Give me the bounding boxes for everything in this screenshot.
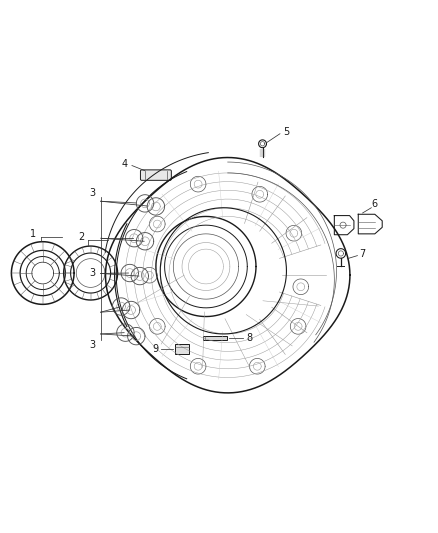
Text: 8: 8 — [247, 333, 253, 343]
Text: 5: 5 — [283, 126, 290, 136]
FancyBboxPatch shape — [141, 170, 171, 180]
Bar — [203, 336, 226, 341]
Text: 3: 3 — [90, 340, 96, 350]
Text: 1: 1 — [30, 229, 36, 239]
Text: 7: 7 — [360, 249, 366, 260]
Text: 4: 4 — [121, 159, 127, 169]
Text: 2: 2 — [78, 232, 84, 242]
Text: 6: 6 — [372, 199, 378, 209]
Text: 9: 9 — [152, 344, 158, 354]
Bar — [176, 344, 188, 354]
Text: 3: 3 — [90, 269, 96, 278]
Text: 3: 3 — [90, 188, 96, 198]
